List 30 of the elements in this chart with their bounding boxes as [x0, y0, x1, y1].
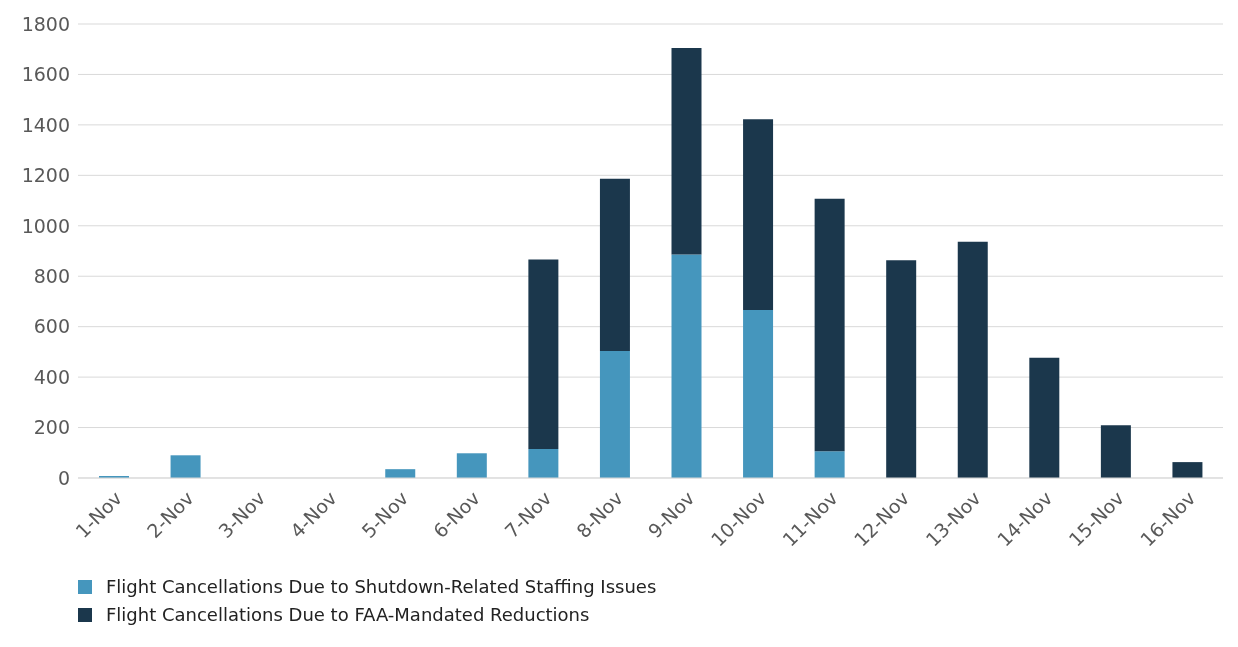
y-tick-label: 1000 [21, 214, 70, 237]
legend-label: Flight Cancellations Due to Shutdown-Related Staffing Issues [106, 575, 657, 599]
bar [814, 198, 845, 452]
bar [599, 178, 630, 351]
bar [1029, 357, 1060, 478]
y-tick-label: 0 [57, 466, 70, 489]
bar [957, 241, 988, 478]
bar [385, 469, 416, 478]
bar [528, 259, 559, 449]
bar [671, 47, 702, 255]
bar [456, 453, 487, 478]
bar [886, 260, 917, 478]
bar [599, 350, 630, 478]
bar [1172, 462, 1203, 478]
y-tick-label: 800 [33, 264, 70, 287]
y-tick-label: 600 [33, 315, 70, 338]
bar [814, 451, 845, 478]
bar [528, 448, 559, 478]
bar [1100, 425, 1131, 478]
y-tick-label: 1600 [21, 63, 70, 86]
y-tick-label: 400 [33, 365, 70, 388]
bar [671, 254, 702, 478]
legend-label: Flight Cancellations Due to FAA-Mandated Reductions [106, 603, 590, 627]
bar [743, 119, 774, 311]
bar [743, 310, 774, 478]
y-tick-label: 1800 [21, 12, 70, 35]
y-tick-label: 1200 [21, 164, 70, 187]
bar [170, 455, 201, 478]
y-tick-label: 200 [33, 416, 70, 439]
y-tick-label: 1400 [21, 113, 70, 136]
